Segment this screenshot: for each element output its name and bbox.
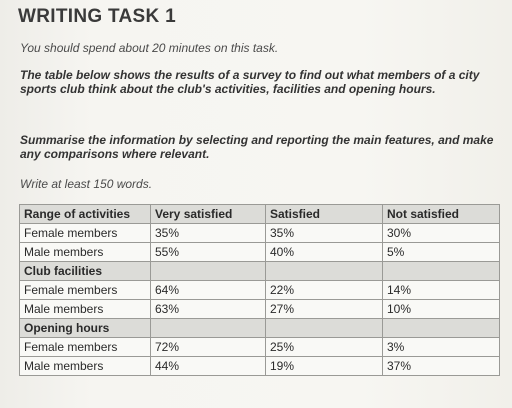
cell-very-satisfied: 64% (150, 280, 266, 300)
cell-very-satisfied: 72% (150, 337, 266, 357)
cell-satisfied: 35% (265, 223, 383, 243)
cell-not-satisfied: 10% (382, 299, 500, 319)
cell-very-satisfied: 55% (150, 242, 266, 262)
table-header-row: Range of activities Very satisfied Satis… (19, 204, 500, 224)
cell-very-satisfied: 44% (150, 356, 266, 376)
table-row: Female members 35% 35% 30% (19, 223, 500, 243)
word-count-instruction: Write at least 150 words. (20, 177, 153, 191)
cell-not-satisfied: 5% (382, 242, 500, 262)
task-prompt: The table below shows the results of a s… (20, 68, 480, 96)
task-heading: WRITING TASK 1 (18, 6, 176, 27)
cell-not-satisfied: 14% (382, 280, 500, 300)
cell-very-satisfied: 63% (150, 299, 266, 319)
section-blank-cell (150, 318, 266, 338)
section-blank-cell (265, 261, 383, 281)
header-satisfied: Satisfied (265, 204, 383, 224)
cell-satisfied: 22% (265, 280, 383, 300)
cell-satisfied: 27% (265, 299, 383, 319)
cell-satisfied: 19% (265, 356, 383, 376)
section-label: Opening hours (19, 318, 151, 338)
row-group-label: Female members (19, 223, 151, 243)
row-group-label: Male members (19, 242, 151, 262)
table-row: Female members 72% 25% 3% (19, 337, 500, 357)
header-not-satisfied: Not satisfied (382, 204, 500, 224)
header-very-satisfied: Very satisfied (150, 204, 266, 224)
table-row: Male members 55% 40% 5% (19, 242, 500, 262)
table-row: Male members 63% 27% 10% (19, 299, 500, 319)
cell-not-satisfied: 30% (382, 223, 500, 243)
section-blank-cell (150, 261, 266, 281)
row-group-label: Female members (19, 280, 151, 300)
header-range-of-activities: Range of activities (19, 204, 151, 224)
cell-not-satisfied: 37% (382, 356, 500, 376)
row-group-label: Female members (19, 337, 151, 357)
cell-satisfied: 40% (265, 242, 383, 262)
table-row: Male members 44% 19% 37% (19, 356, 500, 376)
cell-very-satisfied: 35% (150, 223, 266, 243)
cell-not-satisfied: 3% (382, 337, 500, 357)
time-instruction: You should spend about 20 minutes on thi… (20, 41, 279, 55)
section-row-club-facilities: Club facilities (19, 261, 500, 281)
section-blank-cell (382, 318, 500, 338)
section-blank-cell (382, 261, 500, 281)
row-group-label: Male members (19, 299, 151, 319)
table-row: Female members 64% 22% 14% (19, 280, 500, 300)
summary-instruction: Summarise the information by selecting a… (20, 133, 494, 161)
section-blank-cell (265, 318, 383, 338)
section-label: Club facilities (19, 261, 151, 281)
cell-satisfied: 25% (265, 337, 383, 357)
row-group-label: Male members (19, 356, 151, 376)
survey-table: Range of activities Very satisfied Satis… (19, 204, 500, 376)
section-row-opening-hours: Opening hours (19, 318, 500, 338)
